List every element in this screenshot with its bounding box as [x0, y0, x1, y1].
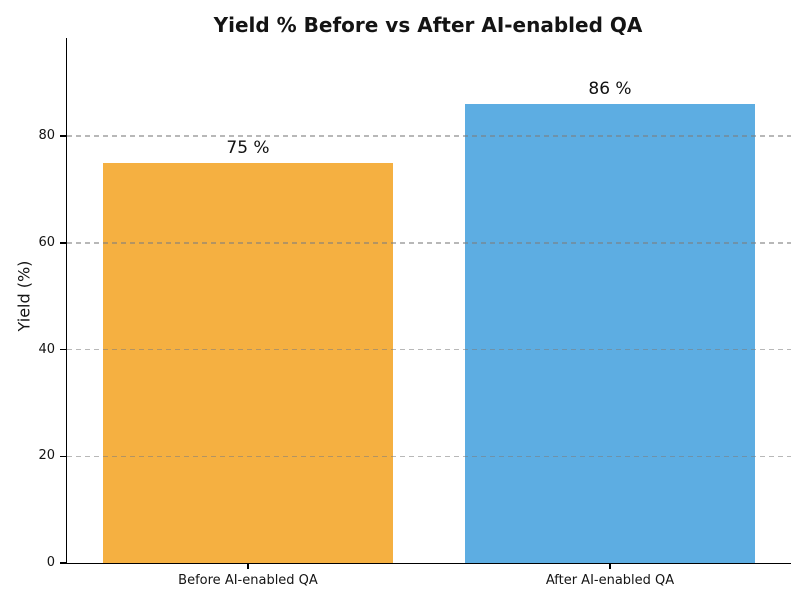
bar-value-label: 86 %: [588, 79, 632, 100]
y-tick-mark-40: [60, 348, 66, 351]
y-axis-label: Yield (%): [14, 260, 34, 332]
y-tick-label: 40: [38, 341, 55, 357]
y-tick-mark-20: [60, 455, 66, 457]
y-tick-mark-60: [60, 242, 66, 244]
x-tick-mark: [609, 563, 611, 569]
plot-area: 0 20 40 60 80 75 % Before AI-enabled QA 86 % Aft…: [38, 38, 791, 588]
y-tick-label: 80: [38, 128, 55, 144]
bar-1: [103, 162, 393, 563]
x-tick-label: After AI-enabled QA: [545, 573, 675, 588]
y-tick-label: 20: [38, 448, 55, 464]
chart-title: Yield % Before vs After AI-enabled QA: [213, 13, 643, 37]
gridline-80: [67, 135, 791, 137]
bar-value-label: 75 %: [226, 137, 270, 158]
gridline-60: [67, 242, 791, 244]
gridline-40: [67, 348, 791, 351]
bar-2: [465, 104, 755, 563]
y-tick-mark-0: [60, 562, 66, 564]
x-tick-mark: [247, 563, 249, 569]
y-tick-label: 60: [38, 234, 55, 250]
gridline-20: [67, 455, 791, 457]
y-tick-label: 0: [46, 555, 55, 570]
y-tick-mark-80: [60, 135, 66, 137]
x-tick-label: Before AI-enabled QA: [178, 573, 318, 588]
